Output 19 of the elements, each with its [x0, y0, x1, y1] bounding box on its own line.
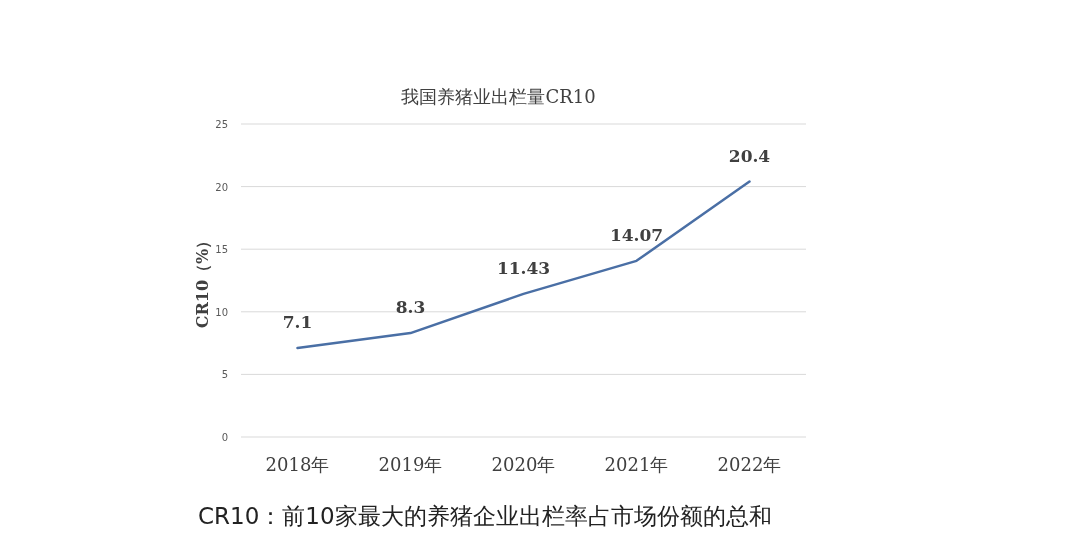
y-tick-label: 25 — [215, 119, 228, 130]
y-tick-label: 20 — [215, 181, 228, 193]
y-tick-label: 0 — [221, 432, 228, 443]
y-axis-title: CR10（%） — [193, 232, 212, 329]
x-tick-label: 2018年 — [265, 454, 330, 475]
y-tick-label: 5 — [221, 369, 228, 381]
x-tick-label: 2019年 — [378, 454, 443, 475]
data-label: 11.43 — [496, 257, 551, 278]
x-tick-label: 2021年 — [604, 454, 669, 475]
data-label: 7.1 — [282, 312, 313, 333]
x-tick-label: 2020年 — [491, 454, 556, 475]
x-tick-label: 2022年 — [717, 454, 782, 475]
y-tick-label: 15 — [215, 244, 228, 256]
text: CR10：前10家最大的养猪企业出栏率占市场份额的总和 — [198, 503, 772, 529]
data-label: 20.4 — [728, 145, 771, 166]
data-label: 14.07 — [609, 224, 664, 245]
data-label: 8.3 — [395, 297, 426, 318]
chart-title: 我国养猪业出栏量CR10 — [401, 86, 596, 107]
y-tick-label: 10 — [215, 306, 228, 318]
